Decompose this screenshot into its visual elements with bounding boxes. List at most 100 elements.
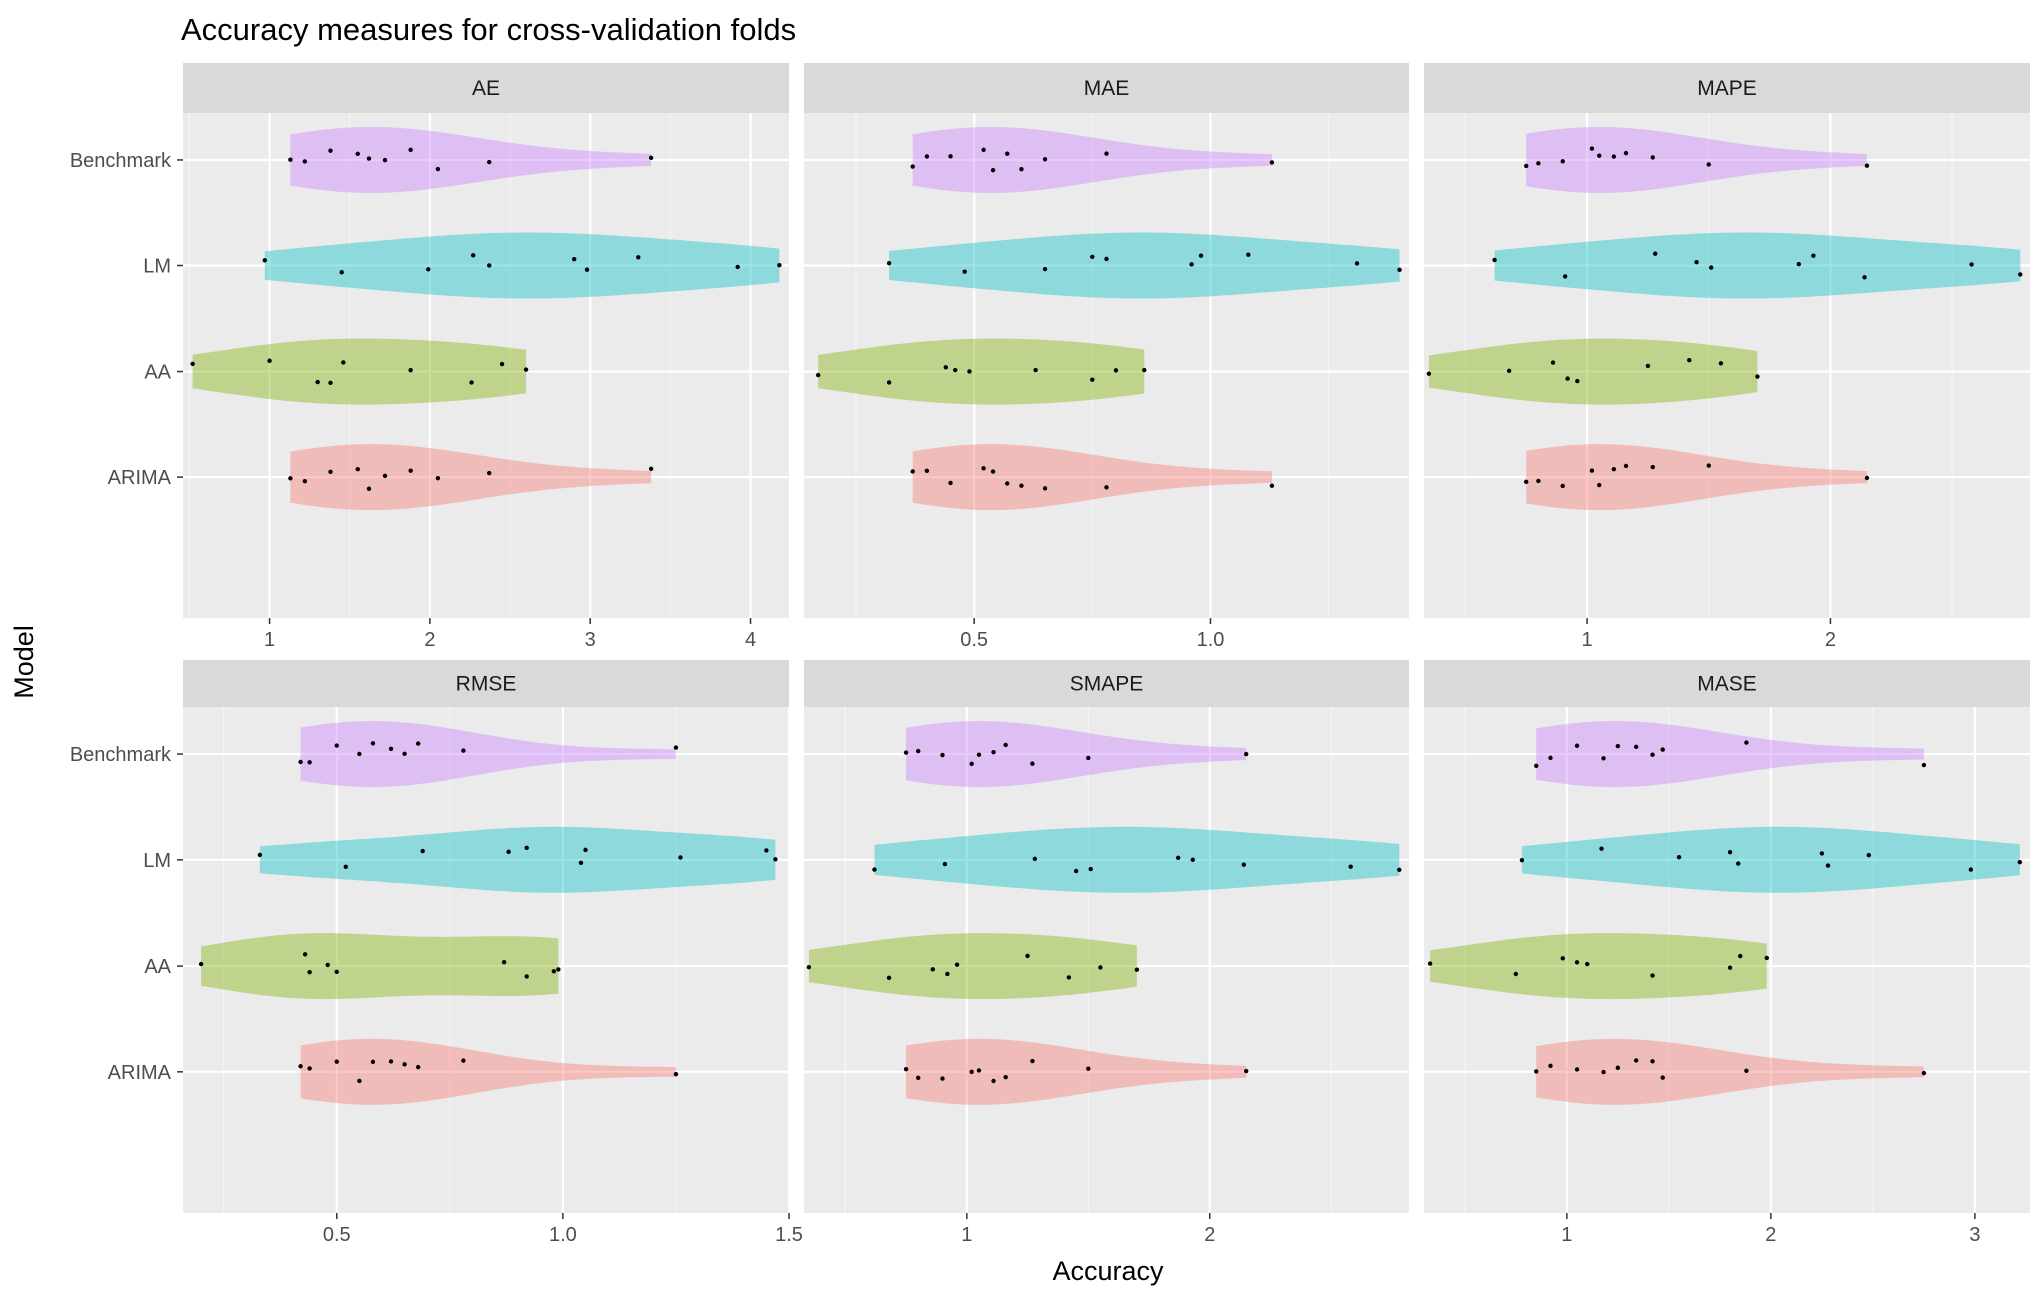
data-point-arima — [1019, 483, 1024, 488]
data-point-arima — [903, 1067, 909, 1072]
x-tick-label: 1.0 — [1197, 629, 1225, 651]
data-point-benchmark — [648, 155, 654, 161]
data-point-benchmark — [981, 147, 986, 153]
data-point-aa — [954, 962, 960, 967]
data-point-lm — [1653, 251, 1658, 256]
data-point-benchmark — [910, 164, 915, 169]
violin-lm — [264, 232, 780, 299]
data-point-benchmark — [1611, 154, 1617, 159]
x-tick-label: 2 — [1204, 1224, 1215, 1246]
data-point-aa — [1650, 973, 1655, 978]
data-point-arima — [990, 469, 996, 474]
data-point-aa — [328, 380, 333, 386]
data-point-arima — [981, 466, 986, 471]
data-point-aa — [523, 367, 529, 372]
violin-benchmark — [290, 127, 652, 193]
data-point-aa — [1687, 357, 1692, 363]
violin-aa — [192, 338, 527, 405]
data-point-lm — [578, 860, 584, 865]
data-point-benchmark — [307, 760, 312, 765]
data-point-arima — [461, 1058, 466, 1063]
data-point-arima — [1706, 463, 1711, 468]
x-tick-label: 2 — [424, 629, 435, 651]
data-point-lm — [524, 845, 529, 851]
y-tick-label: AA — [144, 362, 171, 384]
data-point-aa — [1718, 361, 1724, 366]
data-point-lm — [262, 258, 267, 263]
violin-benchmark — [912, 127, 1272, 193]
violin-arima — [906, 1038, 1247, 1105]
data-point-benchmark — [1524, 163, 1529, 169]
data-point-aa — [1574, 960, 1580, 965]
data-point-benchmark — [1650, 752, 1655, 757]
data-point-benchmark — [302, 159, 308, 164]
data-point-lm — [1397, 267, 1402, 273]
data-point-arima — [382, 473, 388, 479]
x-tick-label: 0.5 — [960, 629, 988, 651]
violin-arima — [1536, 1038, 1924, 1105]
data-point-arima — [1660, 1075, 1665, 1080]
data-point-aa — [1645, 363, 1651, 369]
data-point-benchmark — [382, 157, 388, 163]
violin-benchmark — [300, 721, 676, 788]
violin-arima — [1526, 444, 1867, 511]
data-point-benchmark — [991, 749, 996, 755]
data-point-benchmark — [288, 157, 293, 162]
data-point-benchmark — [903, 750, 909, 755]
data-point-arima — [915, 1075, 921, 1081]
data-point-benchmark — [388, 746, 394, 751]
data-point-benchmark — [435, 166, 441, 172]
data-point-arima — [1104, 485, 1109, 490]
data-point-aa — [524, 974, 529, 979]
data-point-lm — [1198, 253, 1204, 258]
data-point-arima — [328, 469, 333, 475]
data-point-arima — [1086, 1066, 1091, 1071]
violin-arima — [300, 1038, 676, 1105]
data-point-aa — [551, 969, 557, 974]
data-point-aa — [967, 369, 972, 374]
data-point-lm — [470, 253, 476, 258]
data-point-arima — [370, 1059, 376, 1065]
data-point-benchmark — [940, 752, 945, 758]
facet-strip — [183, 660, 789, 707]
data-point-benchmark — [1269, 160, 1275, 165]
data-point-benchmark — [1019, 166, 1024, 172]
data-point-arima — [307, 1066, 312, 1071]
data-point-benchmark — [357, 751, 362, 757]
data-point-arima — [1244, 1068, 1249, 1074]
data-point-benchmark — [1534, 763, 1539, 769]
data-point-lm — [2017, 859, 2022, 865]
facet-strip — [1424, 63, 2030, 113]
data-point-arima — [487, 470, 492, 476]
facet-panel-rmse: RMSE 0.5 1.0 1.5 Benchmark LM AA ARIMA — [70, 660, 803, 1246]
data-point-lm — [506, 849, 511, 854]
data-point-lm — [962, 269, 967, 274]
data-point-benchmark — [673, 745, 679, 750]
data-point-benchmark — [1042, 157, 1048, 162]
x-tick-label: 3 — [1969, 1224, 1980, 1246]
chart-title: Accuracy measures for cross-validation f… — [181, 12, 796, 47]
data-point-aa — [315, 379, 320, 385]
y-tick-label: LM — [143, 850, 171, 872]
violin-benchmark — [1526, 127, 1867, 193]
data-point-benchmark — [1623, 150, 1629, 156]
data-point-lm — [571, 256, 577, 262]
data-point-aa — [1090, 377, 1095, 382]
data-point-aa — [307, 970, 312, 975]
data-point-aa — [325, 962, 330, 968]
data-point-arima — [924, 468, 930, 473]
data-point-aa — [1142, 367, 1147, 373]
data-point-aa — [302, 952, 308, 957]
panel-background — [183, 113, 789, 618]
data-point-arima — [1042, 486, 1048, 491]
data-point-arima — [1524, 479, 1529, 485]
x-tick-label: 4 — [745, 629, 756, 651]
data-point-benchmark — [1744, 740, 1749, 745]
data-point-lm — [1727, 850, 1733, 855]
data-point-lm — [1694, 259, 1699, 265]
data-point-benchmark — [1104, 151, 1109, 156]
data-point-lm — [1246, 252, 1251, 257]
data-point-lm — [1866, 852, 1872, 858]
y-tick-label: LM — [143, 256, 171, 278]
